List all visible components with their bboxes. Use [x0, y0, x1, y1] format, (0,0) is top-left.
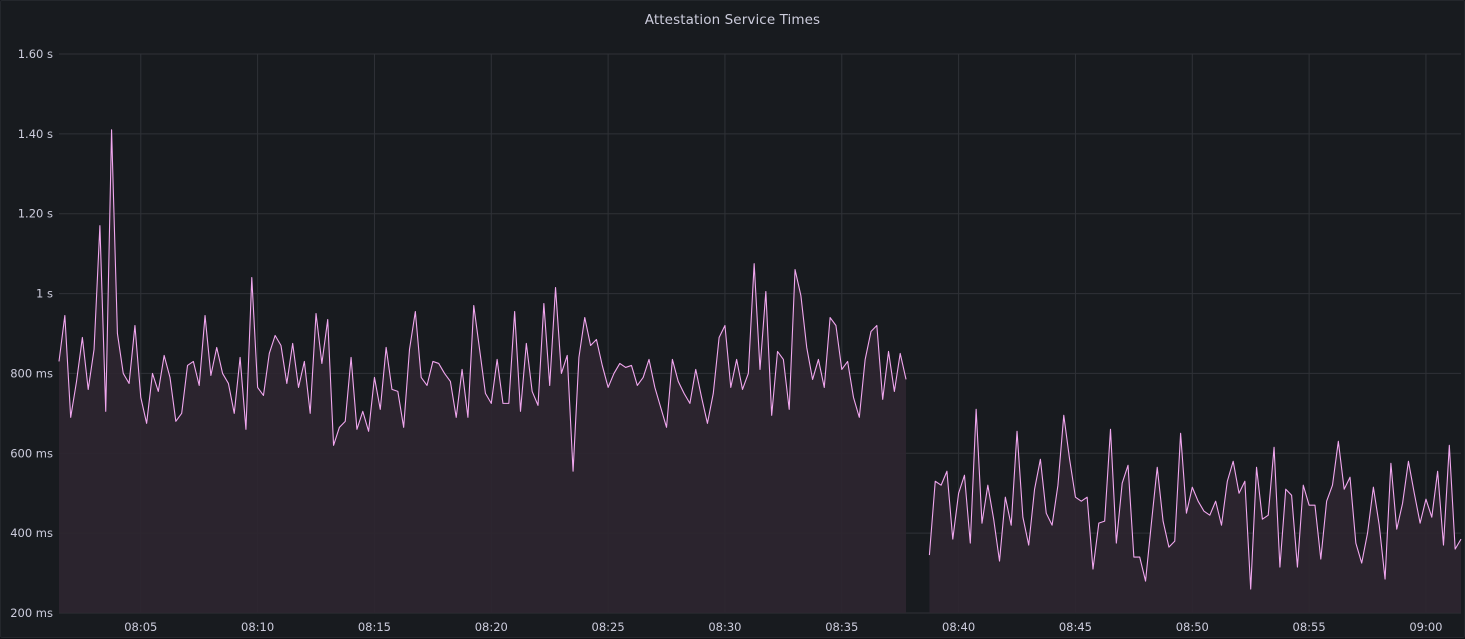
- series-line: [928, 408, 1462, 590]
- series-line: [58, 129, 907, 472]
- y-tick-label: 200 ms: [10, 606, 53, 620]
- x-tick-label: 08:25: [592, 620, 625, 634]
- y-tick-label: 1.60 s: [18, 47, 53, 61]
- y-tick-label: 400 ms: [10, 526, 53, 540]
- x-tick-label: 08:15: [358, 620, 391, 634]
- y-tick-label: 600 ms: [10, 446, 53, 460]
- x-tick-label: 08:35: [825, 620, 858, 634]
- y-axis: 200 ms 400 ms 600 ms 800 ms 1 s 1.20 s 1.40 s 1…: [10, 47, 53, 620]
- x-tick-label: 08:55: [1293, 620, 1326, 634]
- x-tick-label: 08:20: [475, 620, 508, 634]
- x-tick-label: 08:40: [942, 620, 975, 634]
- y-tick-label: 800 ms: [10, 366, 53, 380]
- x-tick-label: 08:50: [1176, 620, 1209, 634]
- x-tick-label: 08:05: [124, 620, 157, 634]
- x-tick-label: 08:10: [241, 620, 274, 634]
- x-tick-label: 08:30: [708, 620, 741, 634]
- series-area: [58, 129, 1462, 614]
- x-axis: 08:05 08:10 08:15 08:20 08:25 08:30 08:35 08:40…: [124, 620, 1442, 634]
- series-fill: [929, 409, 1461, 613]
- x-tick-label: 08:45: [1059, 620, 1092, 634]
- x-tick-label: 09:00: [1409, 620, 1442, 634]
- panel-title[interactable]: Attestation Service Times: [644, 12, 821, 28]
- y-tick-label: 1 s: [36, 287, 53, 301]
- y-tick-label: 1.40 s: [18, 127, 53, 141]
- y-tick-label: 1.20 s: [18, 207, 53, 221]
